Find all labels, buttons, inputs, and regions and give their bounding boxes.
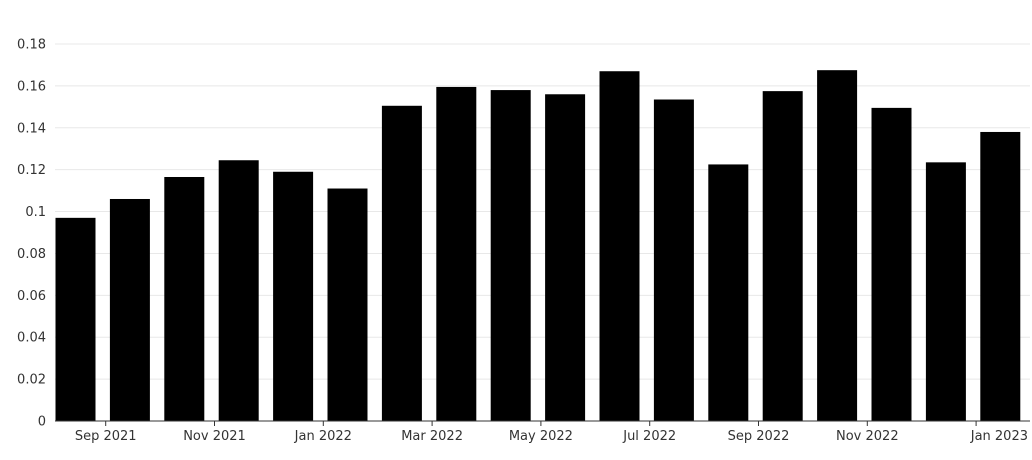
x-tick-label: May 2022 xyxy=(509,429,573,444)
x-tick-label: Sep 2022 xyxy=(728,429,790,444)
bar xyxy=(871,107,912,421)
bar xyxy=(273,171,314,421)
y-tick-label: 0.06 xyxy=(17,289,46,304)
bar xyxy=(109,198,150,421)
bar xyxy=(164,176,205,421)
y-tick-label: 0.04 xyxy=(17,331,46,346)
y-tick-label: 0.08 xyxy=(17,247,46,262)
bar xyxy=(762,91,803,421)
x-tick-label: Jan 2023 xyxy=(970,429,1028,444)
y-tick-label: 0.14 xyxy=(17,121,46,136)
y-tick-label: 0 xyxy=(38,415,46,430)
bar xyxy=(545,94,586,422)
bar xyxy=(327,188,368,421)
bar xyxy=(925,162,966,421)
bars xyxy=(55,70,1021,422)
y-tick-label: 0.16 xyxy=(17,79,46,94)
y-tick-label: 0.18 xyxy=(17,38,46,53)
y-axis-ticks: 0 0.02 0.04 0.06 0.08 0.1 0.12 0.14 0.16 0.18 xyxy=(17,38,46,430)
bar xyxy=(653,99,694,421)
bar xyxy=(490,90,531,422)
bar xyxy=(436,86,477,422)
y-tick-label: 0.12 xyxy=(17,163,46,178)
bar xyxy=(980,131,1021,421)
x-axis-ticks: Sep 2021 Nov 2021 Jan 2022 Mar 2022 May 2022… xyxy=(75,421,1028,444)
x-tick-label: Sep 2021 xyxy=(75,429,137,444)
bar xyxy=(55,217,96,421)
gridlines xyxy=(55,43,1030,380)
x-tick-label: Mar 2022 xyxy=(401,429,463,444)
bar xyxy=(599,71,640,421)
bar xyxy=(708,164,749,422)
x-tick-label: Jan 2022 xyxy=(294,429,352,444)
x-tick-label: Jul 2022 xyxy=(622,429,676,444)
y-tick-label: 0.02 xyxy=(17,373,46,388)
bar xyxy=(381,105,422,422)
bar xyxy=(817,70,858,422)
bar xyxy=(218,160,259,421)
y-tick-label: 0.1 xyxy=(25,205,46,220)
x-tick-label: Nov 2021 xyxy=(183,429,246,444)
x-tick-label: Nov 2022 xyxy=(836,429,899,444)
